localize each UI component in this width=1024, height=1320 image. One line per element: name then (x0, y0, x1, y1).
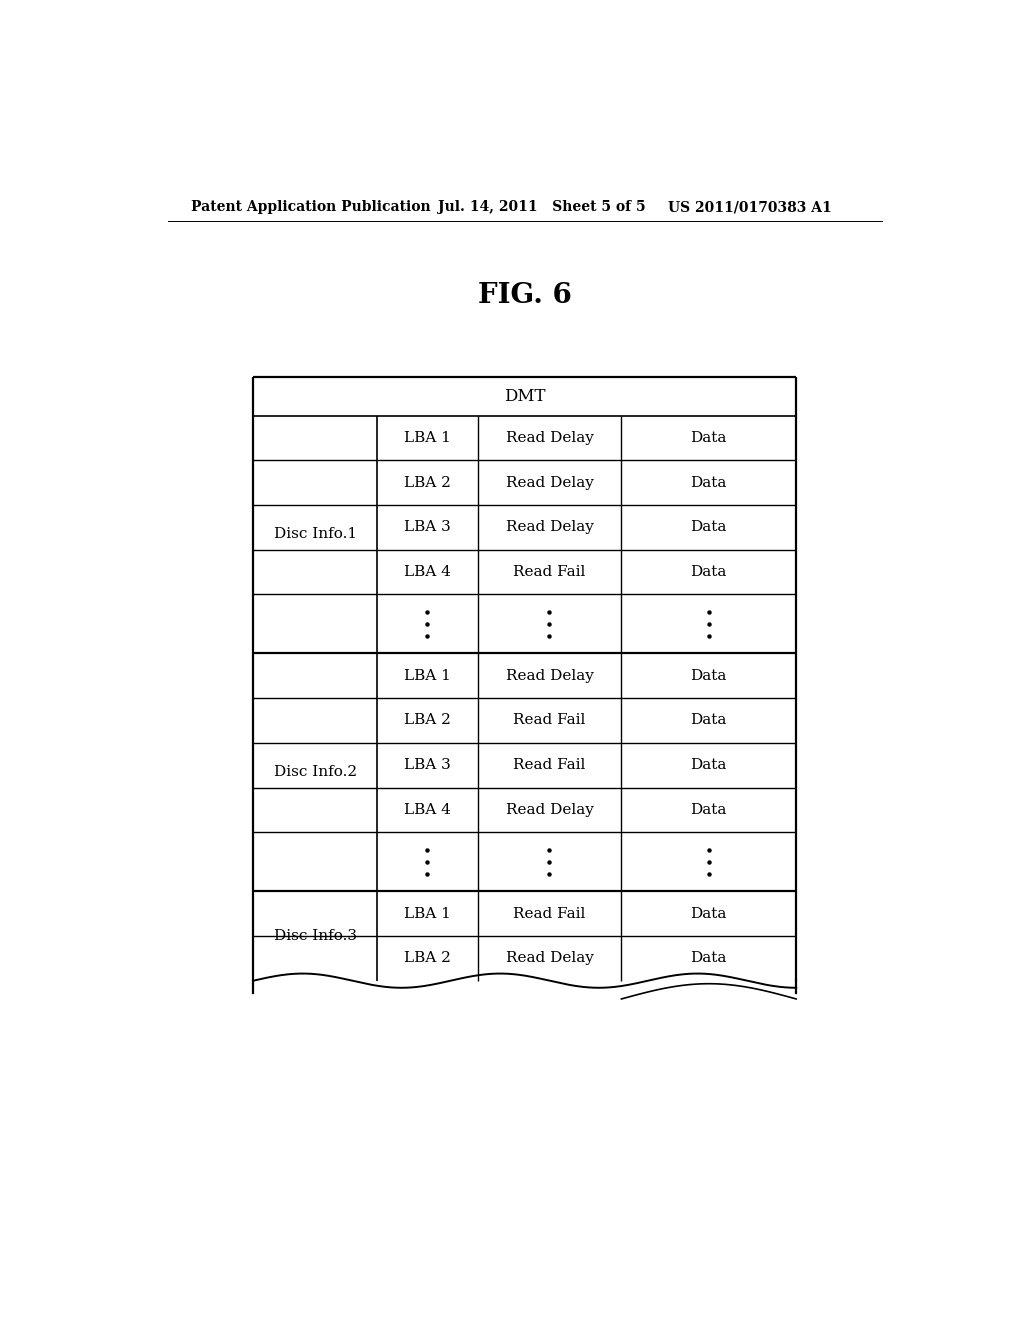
Text: Read Fail: Read Fail (513, 758, 586, 772)
Text: Data: Data (690, 430, 727, 445)
Text: Read Fail: Read Fail (513, 714, 586, 727)
Text: Data: Data (690, 803, 727, 817)
Text: Patent Application Publication: Patent Application Publication (191, 201, 431, 214)
Text: LBA 4: LBA 4 (403, 803, 451, 817)
Text: Data: Data (690, 520, 727, 535)
Text: Read Fail: Read Fail (513, 907, 586, 920)
Text: LBA 1: LBA 1 (403, 907, 451, 920)
Text: LBA 4: LBA 4 (403, 565, 451, 579)
Text: Read Delay: Read Delay (506, 803, 594, 817)
Text: Read Fail: Read Fail (513, 565, 586, 579)
Text: LBA 3: LBA 3 (404, 758, 451, 772)
Text: LBA 3: LBA 3 (404, 520, 451, 535)
Text: Data: Data (690, 758, 727, 772)
Text: Data: Data (690, 669, 727, 682)
Text: Data: Data (690, 952, 727, 965)
Text: LBA 1: LBA 1 (403, 430, 451, 445)
Text: LBA 2: LBA 2 (403, 952, 451, 965)
Text: Jul. 14, 2011   Sheet 5 of 5: Jul. 14, 2011 Sheet 5 of 5 (437, 201, 645, 214)
Text: Disc Info.1: Disc Info.1 (273, 528, 356, 541)
Text: Read Delay: Read Delay (506, 520, 594, 535)
Text: Data: Data (690, 907, 727, 920)
Text: Disc Info.3: Disc Info.3 (273, 929, 356, 942)
Text: Read Delay: Read Delay (506, 475, 594, 490)
Text: Read Delay: Read Delay (506, 430, 594, 445)
Text: DMT: DMT (504, 388, 546, 405)
Text: Data: Data (690, 475, 727, 490)
Text: Data: Data (690, 565, 727, 579)
Text: LBA 1: LBA 1 (403, 669, 451, 682)
Text: US 2011/0170383 A1: US 2011/0170383 A1 (668, 201, 831, 214)
Text: Disc Info.2: Disc Info.2 (273, 766, 356, 779)
Text: LBA 2: LBA 2 (403, 714, 451, 727)
Text: FIG. 6: FIG. 6 (478, 282, 571, 309)
Text: Read Delay: Read Delay (506, 952, 594, 965)
Text: Data: Data (690, 714, 727, 727)
Text: Read Delay: Read Delay (506, 669, 594, 682)
Text: LBA 2: LBA 2 (403, 475, 451, 490)
